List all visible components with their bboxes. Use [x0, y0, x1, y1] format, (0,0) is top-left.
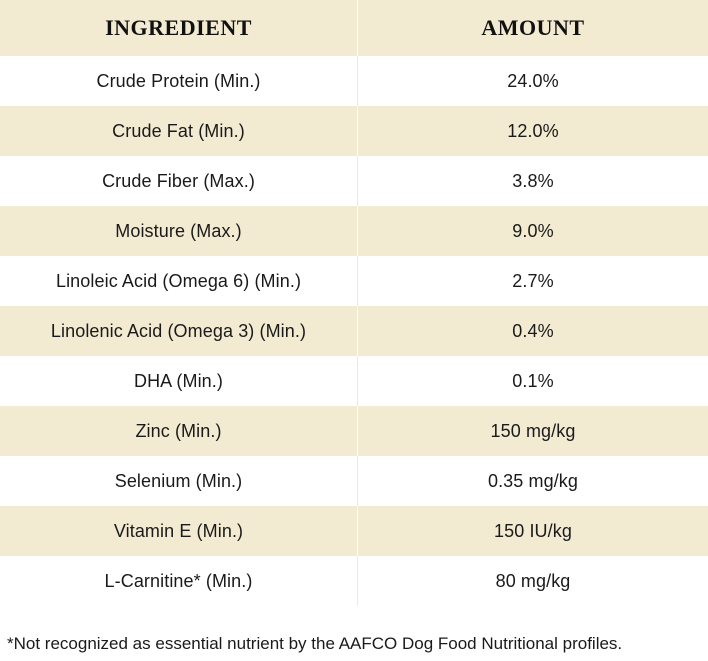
ingredient-cell: DHA (Min.): [133, 370, 223, 391]
amount-cell: 24.0%: [357, 56, 708, 106]
amount-cell: 3.8%: [357, 156, 708, 206]
table-row: Zinc (Min.) 150 mg/kg: [0, 406, 708, 456]
amount-cell: 0.35 mg/kg: [357, 456, 708, 506]
table-row: L-Carnitine* (Min.) 80 mg/kg: [0, 556, 708, 606]
table-row: Vitamin E (Min.) 150 IU/kg: [0, 506, 708, 556]
ingredient-cell: Linoleic Acid (Omega 6) (Min.): [55, 270, 302, 291]
nutrition-table: INGREDIENT AMOUNT Crude Protein (Min.) 2…: [0, 0, 708, 606]
amount-cell: 2.7%: [357, 256, 708, 306]
amount-cell: 80 mg/kg: [357, 556, 708, 606]
ingredient-cell: Crude Fiber (Max.): [102, 170, 255, 191]
table-row: Crude Protein (Min.) 24.0%: [0, 56, 708, 106]
ingredient-cell: Crude Protein (Min.): [96, 70, 261, 91]
table-row: Linoleic Acid (Omega 6) (Min.) 2.7%: [0, 256, 708, 306]
table-header-row: INGREDIENT AMOUNT: [0, 0, 708, 56]
header-ingredient: INGREDIENT: [105, 15, 252, 40]
amount-cell: 150 IU/kg: [357, 506, 708, 556]
table-row: Moisture (Max.) 9.0%: [0, 206, 708, 256]
amount-cell: 12.0%: [357, 106, 708, 156]
ingredient-cell: Zinc (Min.): [135, 420, 222, 441]
ingredient-cell: Vitamin E (Min.): [113, 520, 244, 541]
table-row: DHA (Min.) 0.1%: [0, 356, 708, 406]
ingredient-cell: Linolenic Acid (Omega 3) (Min.): [50, 320, 307, 341]
table-row: Linolenic Acid (Omega 3) (Min.) 0.4%: [0, 306, 708, 356]
ingredient-cell: L-Carnitine* (Min.): [104, 570, 253, 591]
table-row: Crude Fat (Min.) 12.0%: [0, 106, 708, 156]
ingredient-cell: Selenium (Min.): [114, 470, 243, 491]
amount-cell: 0.1%: [357, 356, 708, 406]
amount-cell: 0.4%: [357, 306, 708, 356]
footnote: *Not recognized as essential nutrient by…: [7, 634, 623, 653]
table-row: Selenium (Min.) 0.35 mg/kg: [0, 456, 708, 506]
ingredient-cell: Crude Fat (Min.): [112, 120, 245, 141]
table-row: Crude Fiber (Max.) 3.8%: [0, 156, 708, 206]
amount-cell: 9.0%: [357, 206, 708, 256]
header-amount: AMOUNT: [357, 0, 708, 56]
amount-cell: 150 mg/kg: [357, 406, 708, 456]
ingredient-cell: Moisture (Max.): [115, 220, 242, 241]
